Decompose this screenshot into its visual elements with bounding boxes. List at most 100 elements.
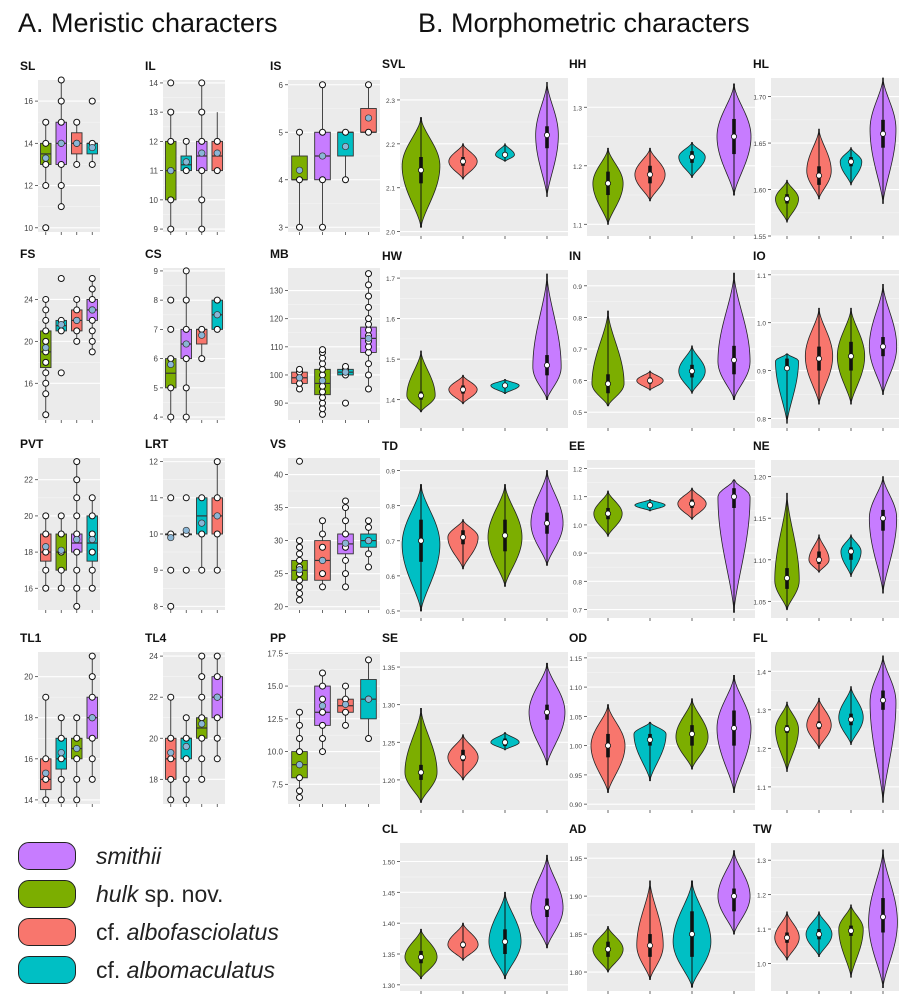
y-tick-label: 18 bbox=[24, 548, 33, 557]
data-point bbox=[57, 97, 65, 105]
y-tick-label: 1.30 bbox=[382, 703, 395, 710]
panel-title: FS bbox=[20, 247, 35, 261]
data-point bbox=[73, 548, 81, 556]
violin-median-point bbox=[816, 722, 823, 729]
data-point bbox=[365, 523, 372, 531]
data-point bbox=[342, 176, 349, 184]
mean-point bbox=[167, 534, 175, 542]
data-point bbox=[365, 348, 372, 356]
data-point bbox=[342, 504, 349, 512]
violin-median-point bbox=[689, 931, 696, 938]
mean-point bbox=[57, 139, 65, 147]
data-point bbox=[73, 602, 81, 610]
mean-point bbox=[318, 556, 327, 564]
y-tick-label: 13 bbox=[149, 108, 158, 117]
data-point bbox=[296, 583, 303, 591]
panel-io: 0.8 0.9 1.0 1.1 IO bbox=[753, 249, 899, 431]
data-point bbox=[167, 775, 175, 783]
data-point bbox=[198, 167, 206, 175]
data-point bbox=[182, 566, 190, 574]
data-point bbox=[365, 270, 372, 278]
data-point bbox=[88, 316, 96, 324]
y-tick-label: 1.1 bbox=[573, 495, 582, 502]
data-point bbox=[319, 354, 326, 362]
violin-median-point bbox=[605, 946, 612, 953]
data-point bbox=[182, 494, 190, 502]
data-point bbox=[319, 583, 326, 591]
data-point bbox=[88, 274, 96, 282]
data-point bbox=[365, 303, 372, 311]
data-point bbox=[365, 563, 372, 571]
y-tick-label: 1.7 bbox=[386, 276, 395, 283]
data-point bbox=[88, 673, 96, 681]
data-point bbox=[213, 673, 221, 681]
violin-median-point bbox=[880, 515, 887, 522]
data-point bbox=[73, 337, 81, 345]
y-tick-label: 1.2 bbox=[757, 746, 766, 753]
violin-median-point bbox=[731, 725, 738, 732]
y-tick-label: 1.80 bbox=[569, 970, 582, 977]
y-tick-label: 1.0 bbox=[573, 523, 582, 530]
panel-title: HH bbox=[569, 57, 586, 71]
data-point bbox=[73, 734, 81, 742]
panel-svl: 2.0 2.1 2.2 2.3 SVL bbox=[382, 57, 568, 239]
y-tick-label: 1.20 bbox=[753, 475, 766, 482]
panel-hw: 1.4 1.5 1.6 1.7 HW bbox=[382, 249, 568, 431]
panel-in: 0.5 0.6 0.7 0.8 0.9 IN bbox=[569, 249, 755, 431]
data-point bbox=[296, 708, 303, 716]
y-tick-label: 130 bbox=[270, 287, 284, 296]
data-point bbox=[342, 570, 349, 578]
data-point bbox=[167, 79, 175, 87]
panel-title: SVL bbox=[382, 57, 405, 71]
mean-point bbox=[182, 742, 190, 751]
y-tick-label: 2.0 bbox=[386, 230, 395, 237]
y-tick-label: 16 bbox=[24, 97, 33, 106]
legend-item-hulk: hulk sp. nov. bbox=[18, 878, 398, 912]
data-point bbox=[342, 128, 349, 136]
violin-median-point bbox=[501, 938, 508, 945]
data-point bbox=[88, 295, 96, 303]
data-point bbox=[365, 281, 372, 289]
data-point bbox=[57, 734, 65, 742]
data-point bbox=[319, 748, 326, 756]
data-point bbox=[182, 755, 190, 763]
data-point bbox=[342, 399, 349, 407]
y-tick-label: 8 bbox=[154, 602, 159, 611]
y-tick-label: 16 bbox=[24, 584, 33, 593]
y-tick-label: 14 bbox=[24, 796, 33, 805]
violin-median-point bbox=[417, 954, 424, 961]
panel-title: IO bbox=[753, 249, 766, 263]
y-tick-label: 1.35 bbox=[382, 952, 395, 959]
data-point bbox=[213, 566, 221, 574]
violin-median-point bbox=[544, 362, 551, 369]
data-point bbox=[198, 775, 206, 783]
mean-point bbox=[318, 702, 327, 710]
data-point bbox=[42, 306, 50, 314]
data-point bbox=[213, 137, 221, 145]
data-point bbox=[73, 775, 81, 783]
y-tick-label: 1.40 bbox=[382, 921, 395, 928]
mean-point bbox=[42, 543, 50, 551]
panel-title: PVT bbox=[20, 437, 44, 451]
data-point bbox=[167, 137, 175, 145]
data-point bbox=[296, 176, 303, 184]
panel-title: SE bbox=[382, 631, 398, 645]
y-tick-label: 20 bbox=[24, 673, 33, 682]
mean-point bbox=[295, 374, 304, 382]
mean-point bbox=[42, 344, 50, 352]
data-point bbox=[319, 669, 326, 677]
data-point bbox=[88, 755, 96, 763]
panel-mb: 90 100 110 120 130 MB bbox=[270, 247, 380, 423]
data-point bbox=[57, 160, 65, 168]
data-point bbox=[296, 734, 303, 742]
data-point bbox=[167, 755, 175, 763]
y-tick-label: 1.95 bbox=[569, 856, 582, 863]
data-point bbox=[42, 139, 50, 147]
y-tick-label: 0.8 bbox=[757, 416, 766, 423]
data-point bbox=[182, 296, 190, 304]
data-point bbox=[342, 530, 349, 538]
mean-point bbox=[88, 535, 96, 543]
y-tick-label: 1.70 bbox=[753, 95, 766, 102]
legend-label-smithii: smithii bbox=[96, 843, 162, 869]
mean-point bbox=[198, 519, 206, 527]
